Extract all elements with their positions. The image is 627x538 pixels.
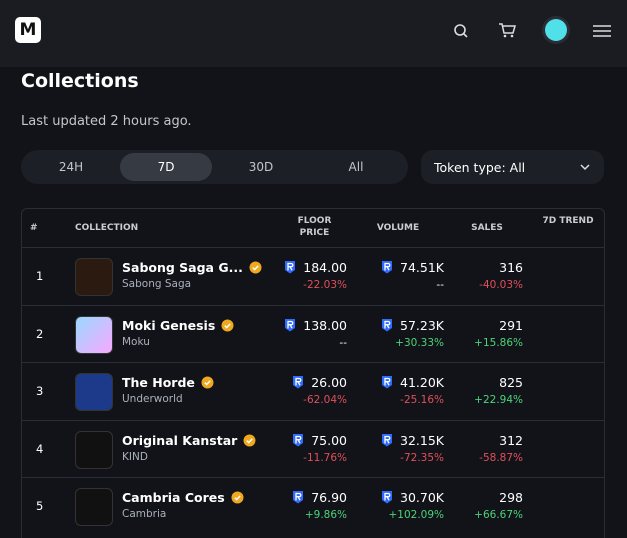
time-tabs: 24H 7D 30D All <box>21 150 408 184</box>
collection-row[interactable]: 5 Cambria Cores Cambria 76.90 +9.86% 30.70K +1… <box>22 477 604 535</box>
column-header: COLLECTION <box>75 223 139 233</box>
collection-subtitle: KIND <box>122 450 148 463</box>
ronin-icon <box>293 491 304 504</box>
sales-value: 312 <box>499 432 523 448</box>
ronin-icon <box>382 318 393 332</box>
rank: 4 <box>36 441 44 456</box>
thumbnail <box>75 488 113 527</box>
time-tab[interactable]: 30D <box>215 153 307 181</box>
time-tab[interactable]: 7D <box>120 153 212 181</box>
cart-icon[interactable] <box>498 22 516 38</box>
logo[interactable]: M <box>15 17 41 43</box>
rank: 2 <box>36 326 44 341</box>
floor-change: +9.86% <box>304 509 347 522</box>
tab-label: 7D <box>157 160 175 174</box>
thumbnail <box>75 315 113 354</box>
time-tab[interactable]: 24H <box>25 153 117 181</box>
ronin-icon <box>293 433 304 447</box>
verified-badge <box>231 491 244 504</box>
sales-value: 825 <box>499 375 523 391</box>
ronin-icon <box>285 261 296 274</box>
column-header[interactable]: SALES <box>471 223 503 233</box>
floor-value: 76.90 <box>311 490 347 506</box>
thumbnail <box>75 373 113 412</box>
floor-value: 75.00 <box>311 432 347 448</box>
sales-value: 316 <box>499 260 523 275</box>
ronin-icon <box>382 376 393 389</box>
collection-subtitle: Cambria <box>122 508 167 521</box>
page-title: Collections <box>21 70 139 92</box>
chevron <box>580 164 590 171</box>
collection-subtitle: Underworld <box>122 393 183 406</box>
tab-label: All <box>348 160 364 174</box>
column-header: # <box>30 223 38 233</box>
volume-value: 74.51K <box>400 260 444 275</box>
tab-label: 30D <box>248 160 274 174</box>
volume-change: +30.33% <box>395 336 444 349</box>
volume-change: +102.09% <box>388 509 444 522</box>
collection-name: Moki Genesis <box>122 317 216 333</box>
floor-change: -22.03% <box>303 279 347 291</box>
volume-value: 30.70K <box>400 490 444 506</box>
sales-value: 291 <box>499 317 523 333</box>
floor-value: 138.00 <box>303 317 347 333</box>
volume-change: -25.16% <box>400 394 444 407</box>
updated-text: Last updated 2 hours ago. <box>21 114 192 129</box>
collection-row[interactable]: 2 Moki Genesis Moku 138.00 -- 57.23K +30.33% 29… <box>22 304 604 363</box>
collection-name: Original Kanstar <box>122 432 238 448</box>
search-icon[interactable] <box>453 23 469 39</box>
volume-change: -72.35% <box>400 451 444 464</box>
floor-value: 184.00 <box>303 260 347 275</box>
collection-row[interactable]: 3 The Horde Underworld 26.00 -62.04% 41.20K -2… <box>22 362 604 420</box>
sales-value: 298 <box>499 490 523 506</box>
sales-change: -40.03% <box>479 279 523 291</box>
filter-label: Token type: All <box>434 160 526 175</box>
column-header[interactable]: FLOOR PRICE <box>297 216 332 238</box>
ronin-icon <box>293 376 304 389</box>
collection-row[interactable]: 1 Sabong Saga G... Sabong Saga 184.00 -22.03… <box>22 247 604 305</box>
floor-change: -11.76% <box>303 451 347 464</box>
rank: 3 <box>36 384 44 399</box>
volume-value: 41.20K <box>400 375 444 391</box>
collection-name: Sabong Saga G... <box>122 260 243 275</box>
volume-value: 57.23K <box>400 317 444 333</box>
sales-change: -58.87% <box>479 451 523 464</box>
ronin-icon <box>285 318 296 332</box>
rank: 5 <box>36 499 44 514</box>
collection-subtitle: Moku <box>122 335 150 348</box>
ronin-icon <box>382 491 393 504</box>
tab-label: 24H <box>58 160 84 174</box>
verified-badge <box>249 261 262 274</box>
ronin-icon <box>382 433 393 447</box>
floor-change: -62.04% <box>303 394 347 407</box>
verified-badge <box>243 434 256 447</box>
verified-badge <box>221 319 234 332</box>
thumbnail <box>75 430 113 469</box>
avatar[interactable] <box>545 19 567 41</box>
thumbnail <box>75 258 113 296</box>
sales-change: +66.67% <box>474 509 523 522</box>
floor-value: 26.00 <box>311 375 347 391</box>
collection-row[interactable]: 4 Original Kanstar KIND 75.00 -11.76% 32.15K -… <box>22 419 604 478</box>
collections-table: # COLLECTION FLOOR PRICE VOLUME SALES 7D TREN… <box>21 208 605 538</box>
token-filter[interactable]: Token type: All <box>421 150 604 184</box>
floor-change: -- <box>339 336 347 349</box>
ronin-icon <box>382 261 393 274</box>
rank: 1 <box>36 269 44 283</box>
menu-icon[interactable] <box>593 24 611 38</box>
sales-change: +15.86% <box>474 336 523 349</box>
collection-name: The Horde <box>122 375 195 391</box>
volume-value: 32.15K <box>400 432 444 448</box>
time-tab[interactable]: All <box>310 153 402 181</box>
verified-badge <box>201 376 214 389</box>
column-header[interactable]: VOLUME <box>376 223 420 233</box>
collection-name: Cambria Cores <box>122 490 225 506</box>
sales-change: +22.94% <box>474 394 523 407</box>
top-bar: M <box>0 0 627 67</box>
collection-subtitle: Sabong Saga <box>122 278 192 290</box>
column-header: 7D TREND <box>542 216 594 226</box>
volume-change: -- <box>436 279 444 291</box>
